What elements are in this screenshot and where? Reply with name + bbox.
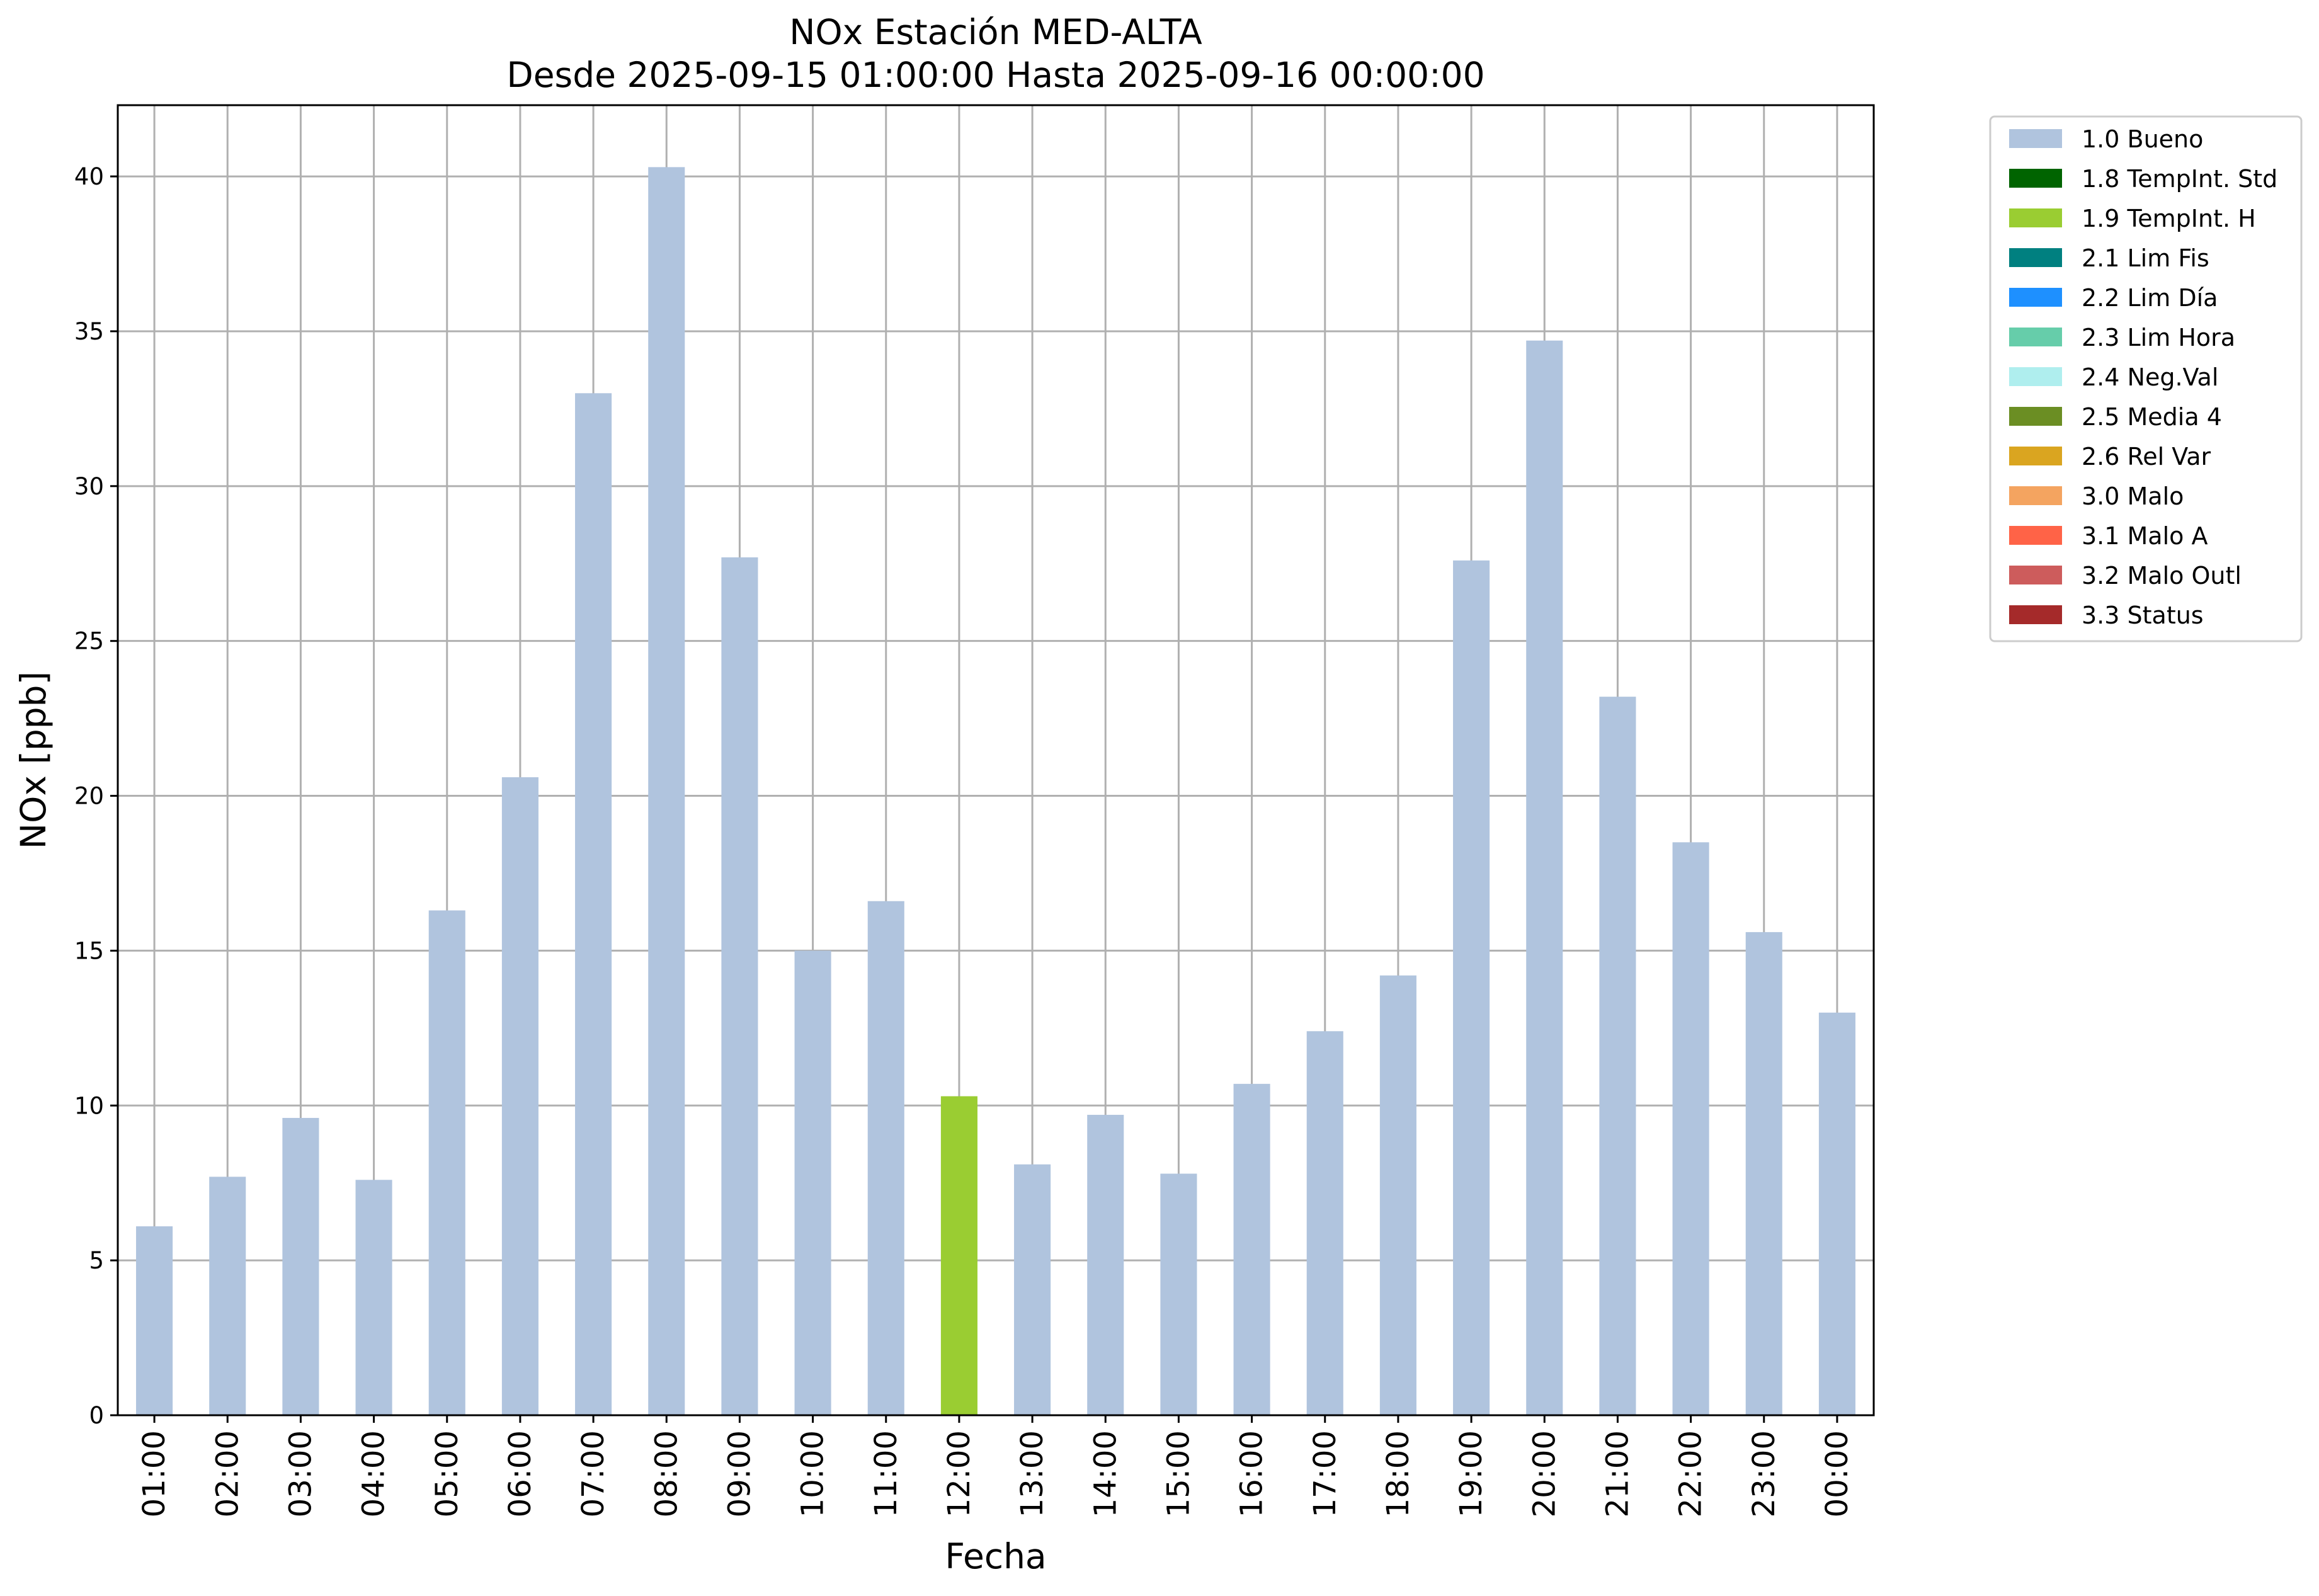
- x-tick-label: 17:00: [1308, 1430, 1343, 1517]
- bar-06:00: [501, 777, 538, 1415]
- y-tick-label: 15: [74, 937, 104, 964]
- bar-11:00: [867, 901, 904, 1415]
- bar-01:00: [136, 1226, 173, 1415]
- bar-04:00: [355, 1180, 392, 1415]
- legend-label: 1.9 TempInt. H: [2082, 205, 2256, 232]
- bar-12:00: [940, 1096, 977, 1415]
- x-axis-label: Fecha: [945, 1536, 1046, 1576]
- x-tick-label: 08:00: [649, 1430, 684, 1517]
- y-tick-label: 5: [89, 1247, 104, 1274]
- bar-16:00: [1233, 1083, 1270, 1415]
- x-tick-label: 14:00: [1088, 1430, 1123, 1517]
- y-tick-label: 10: [74, 1092, 104, 1119]
- legend-swatch: [2009, 248, 2062, 267]
- bar-08:00: [648, 167, 685, 1415]
- legend-label: 1.8 TempInt. Std: [2082, 165, 2277, 193]
- x-tick-label: 05:00: [430, 1430, 465, 1517]
- legend-label: 2.5 Media 4: [2082, 403, 2222, 431]
- y-tick-label: 20: [74, 783, 104, 810]
- bar-22:00: [1672, 842, 1709, 1415]
- legend-swatch: [2009, 288, 2062, 307]
- bar-07:00: [575, 393, 612, 1416]
- legend-label: 3.1 Malo A: [2082, 522, 2208, 550]
- y-axis-label: NOx [ppb]: [13, 671, 54, 849]
- legend-swatch: [2009, 129, 2062, 148]
- x-tick-label: 06:00: [503, 1430, 538, 1517]
- x-tick-label: 22:00: [1673, 1430, 1709, 1517]
- x-tick-label: 21:00: [1600, 1430, 1635, 1517]
- x-tick-label: 15:00: [1161, 1430, 1196, 1517]
- legend-label: 3.0 Malo: [2082, 482, 2184, 510]
- x-tick-label: 01:00: [137, 1430, 172, 1517]
- x-tick-label: 20:00: [1527, 1430, 1562, 1517]
- legend-swatch: [2009, 447, 2062, 465]
- bar-05:00: [428, 910, 465, 1415]
- x-tick-label: 18:00: [1381, 1430, 1416, 1517]
- legend-frame: [1989, 115, 2303, 642]
- legend-swatch: [2009, 328, 2062, 346]
- bar-10:00: [794, 950, 831, 1415]
- legend: 1.0 Bueno 1.8 TempInt. Std 1.9 TempInt. H 2…: [1989, 115, 2303, 642]
- legend-swatch: [2009, 208, 2062, 227]
- legend-swatch: [2009, 407, 2062, 426]
- bar-23:00: [1745, 932, 1782, 1415]
- bar-09:00: [721, 557, 758, 1415]
- y-tick-label: 25: [74, 628, 104, 655]
- bar-19:00: [1453, 560, 1490, 1415]
- bars: [136, 167, 1855, 1416]
- bar-17:00: [1306, 1031, 1343, 1415]
- bar-21:00: [1599, 697, 1636, 1415]
- bar-03:00: [282, 1117, 319, 1415]
- legend-swatch: [2009, 486, 2062, 505]
- y-tick-label: 35: [74, 318, 104, 345]
- x-tick-label: 03:00: [283, 1430, 318, 1517]
- bar-15:00: [1160, 1173, 1197, 1415]
- bar-02:00: [209, 1177, 246, 1415]
- legend-label: 2.3 Lim Hora: [2082, 324, 2235, 351]
- bar-20:00: [1526, 340, 1563, 1415]
- legend-label: 3.3 Status: [2082, 601, 2204, 629]
- bar-18:00: [1379, 975, 1416, 1415]
- legend-swatch: [2009, 169, 2062, 188]
- x-tick-label: 11:00: [869, 1430, 904, 1517]
- x-tick-label: 00:00: [1820, 1430, 1855, 1517]
- legend-label: 2.6 Rel Var: [2082, 443, 2211, 470]
- legend-label: 3.2 Malo Outl: [2082, 562, 2242, 590]
- bar-00:00: [1818, 1012, 1855, 1415]
- x-tick-label: 07:00: [576, 1430, 611, 1517]
- legend-swatch: [2009, 526, 2062, 545]
- legend-label: 2.4 Neg.Val: [2082, 363, 2218, 391]
- x-tick-label: 19:00: [1454, 1430, 1489, 1517]
- legend-swatch: [2009, 367, 2062, 386]
- y-tick-label: 30: [74, 473, 104, 500]
- chart-title: NOx Estación MED-ALTA: [789, 12, 1202, 52]
- chart-subtitle: Desde 2025-09-15 01:00:00 Hasta 2025-09-…: [506, 55, 1484, 95]
- x-tick-label: 10:00: [795, 1430, 831, 1517]
- x-tick-label: 04:00: [356, 1430, 392, 1517]
- bar-14:00: [1087, 1115, 1124, 1415]
- x-tick-label: 09:00: [722, 1430, 757, 1517]
- legend-label: 1.0 Bueno: [2082, 125, 2203, 153]
- legend-swatch: [2009, 566, 2062, 584]
- y-tick-label: 40: [74, 163, 104, 190]
- x-tick-label: 13:00: [1015, 1430, 1050, 1517]
- x-tick-label: 02:00: [210, 1430, 245, 1517]
- plot-frame: [117, 104, 1875, 1416]
- x-tick-label: 12:00: [942, 1430, 977, 1517]
- y-axis-ticks: 0 5 10 15 20 25 30 35 40: [74, 163, 118, 1429]
- x-axis-ticks: 01:00 02:00 03:00 04:00 05:00 06:00 07:00 08:00…: [137, 1415, 1855, 1517]
- x-tick-label: 23:00: [1746, 1430, 1782, 1517]
- legend-label: 2.1 Lim Fis: [2082, 244, 2209, 272]
- y-tick-label: 0: [89, 1402, 104, 1429]
- legend-label: 2.2 Lim Día: [2082, 284, 2218, 312]
- legend-swatch: [2009, 605, 2062, 624]
- x-tick-label: 16:00: [1234, 1430, 1270, 1517]
- bar-13:00: [1014, 1164, 1051, 1415]
